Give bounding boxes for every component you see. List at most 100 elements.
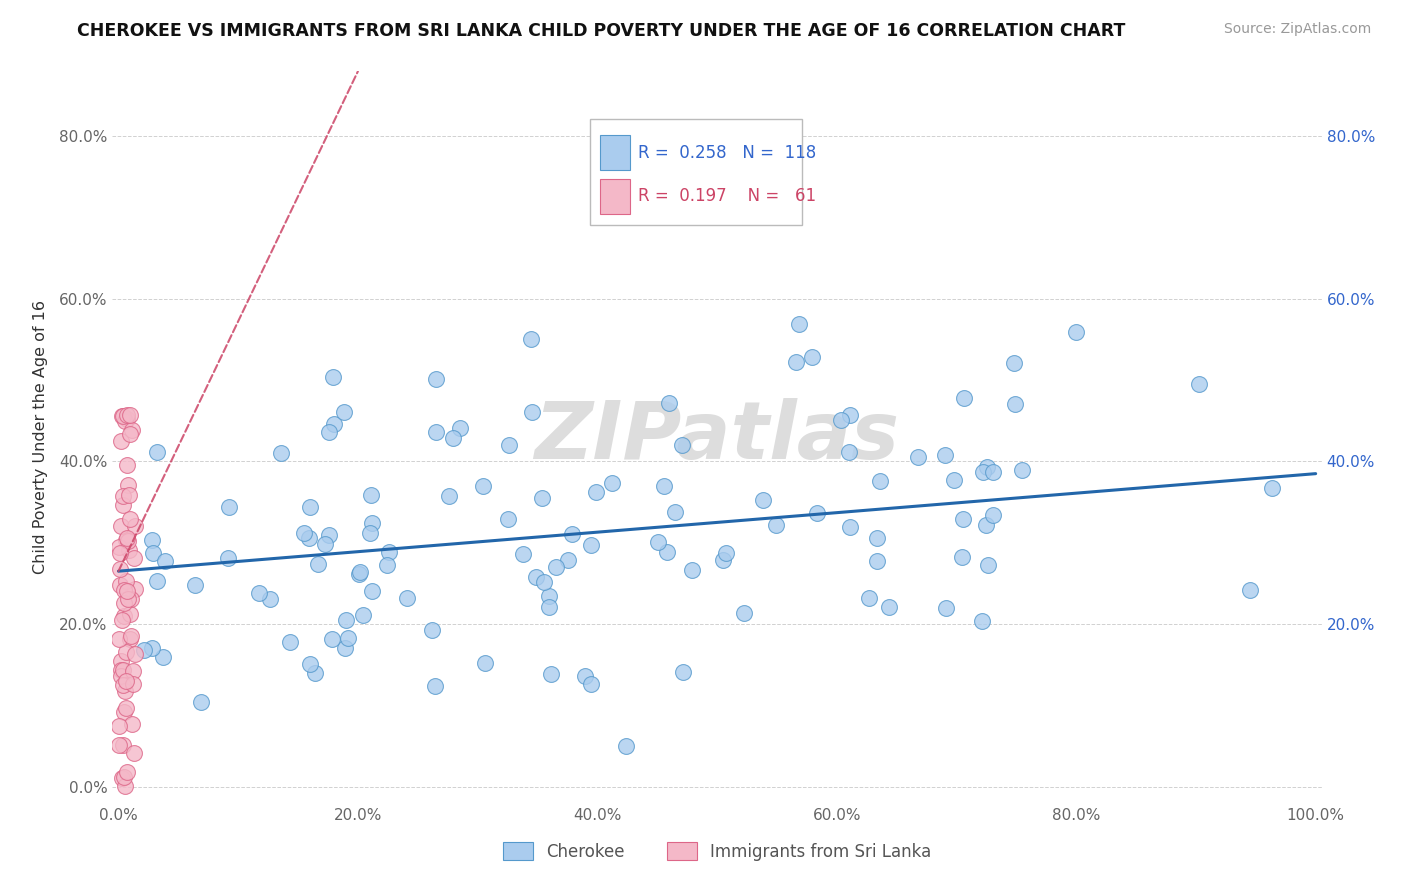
Point bbox=[359, 525, 381, 540]
Point bbox=[259, 591, 281, 606]
Point bbox=[425, 425, 447, 439]
Point bbox=[336, 631, 359, 645]
Point bbox=[471, 479, 494, 493]
Point bbox=[108, 719, 131, 733]
Point bbox=[152, 649, 174, 664]
Point bbox=[907, 450, 929, 465]
Point bbox=[579, 538, 602, 552]
Point bbox=[437, 489, 460, 503]
Point bbox=[557, 553, 579, 567]
Point bbox=[218, 500, 240, 514]
Point bbox=[765, 517, 787, 532]
Point bbox=[318, 425, 340, 440]
Point bbox=[838, 409, 860, 423]
Point bbox=[121, 423, 143, 437]
Point bbox=[270, 446, 292, 460]
Point bbox=[561, 527, 583, 541]
Point bbox=[524, 570, 547, 584]
Point bbox=[711, 553, 734, 567]
Point bbox=[1064, 326, 1087, 340]
Point bbox=[112, 705, 135, 719]
Point bbox=[972, 614, 994, 628]
Point bbox=[112, 770, 135, 784]
Point bbox=[114, 574, 136, 589]
Point bbox=[1004, 397, 1026, 411]
Point bbox=[120, 409, 142, 423]
Point bbox=[866, 531, 889, 545]
Point bbox=[333, 405, 356, 419]
Point bbox=[132, 643, 155, 657]
Point bbox=[378, 545, 401, 559]
Point bbox=[977, 558, 1000, 572]
Point bbox=[614, 739, 637, 753]
Point bbox=[981, 508, 1004, 522]
Point bbox=[533, 575, 555, 590]
Point bbox=[110, 577, 132, 591]
Point bbox=[498, 437, 520, 451]
Point bbox=[120, 592, 142, 607]
Point bbox=[733, 606, 755, 620]
Point bbox=[520, 332, 543, 346]
Point bbox=[122, 551, 145, 566]
Point bbox=[141, 533, 163, 547]
Point bbox=[976, 460, 998, 475]
Point bbox=[879, 599, 901, 614]
Point bbox=[141, 641, 163, 656]
Text: ZIPatlas: ZIPatlas bbox=[534, 398, 900, 476]
Text: R =  0.197    N =   61: R = 0.197 N = 61 bbox=[638, 187, 817, 205]
Point bbox=[247, 585, 270, 599]
Point bbox=[333, 640, 356, 655]
Point bbox=[298, 500, 321, 514]
Point bbox=[114, 700, 136, 714]
Point bbox=[114, 779, 136, 793]
Point bbox=[335, 613, 357, 627]
Point bbox=[117, 533, 139, 548]
Point bbox=[117, 592, 139, 607]
Point bbox=[110, 654, 132, 668]
Point bbox=[322, 417, 344, 431]
Point bbox=[110, 546, 132, 560]
Point bbox=[1188, 377, 1211, 392]
Point bbox=[322, 370, 344, 384]
Point bbox=[120, 512, 142, 526]
Point bbox=[122, 746, 145, 760]
Point bbox=[752, 493, 775, 508]
Point bbox=[121, 717, 143, 731]
Point bbox=[981, 465, 1004, 479]
Point bbox=[787, 317, 810, 331]
Point bbox=[318, 528, 340, 542]
Point bbox=[530, 491, 553, 505]
Point bbox=[108, 562, 131, 576]
Point bbox=[145, 574, 167, 589]
Point bbox=[352, 607, 374, 622]
Point bbox=[349, 565, 371, 579]
Point bbox=[579, 677, 602, 691]
Point bbox=[655, 544, 678, 558]
Point bbox=[124, 582, 146, 596]
Point bbox=[537, 599, 560, 614]
Point bbox=[952, 391, 974, 405]
Point bbox=[122, 664, 145, 678]
Text: CHEROKEE VS IMMIGRANTS FROM SRI LANKA CHILD POVERTY UNDER THE AGE OF 16 CORRELAT: CHEROKEE VS IMMIGRANTS FROM SRI LANKA CH… bbox=[77, 22, 1126, 40]
Point bbox=[111, 489, 134, 503]
Point bbox=[155, 553, 177, 567]
Point bbox=[671, 665, 693, 680]
FancyBboxPatch shape bbox=[600, 179, 630, 214]
FancyBboxPatch shape bbox=[591, 119, 801, 225]
Point bbox=[110, 434, 132, 449]
Point bbox=[950, 549, 973, 564]
Point bbox=[449, 421, 471, 435]
Point bbox=[830, 413, 852, 427]
Point bbox=[108, 739, 131, 753]
Point bbox=[115, 409, 138, 423]
Point bbox=[115, 673, 138, 688]
Point bbox=[658, 396, 681, 410]
Point bbox=[360, 516, 382, 530]
Point bbox=[423, 680, 446, 694]
Point bbox=[858, 591, 880, 606]
Point bbox=[114, 415, 136, 429]
Point bbox=[314, 537, 336, 551]
Point bbox=[671, 438, 693, 452]
Point bbox=[124, 647, 146, 661]
Point bbox=[292, 525, 315, 540]
